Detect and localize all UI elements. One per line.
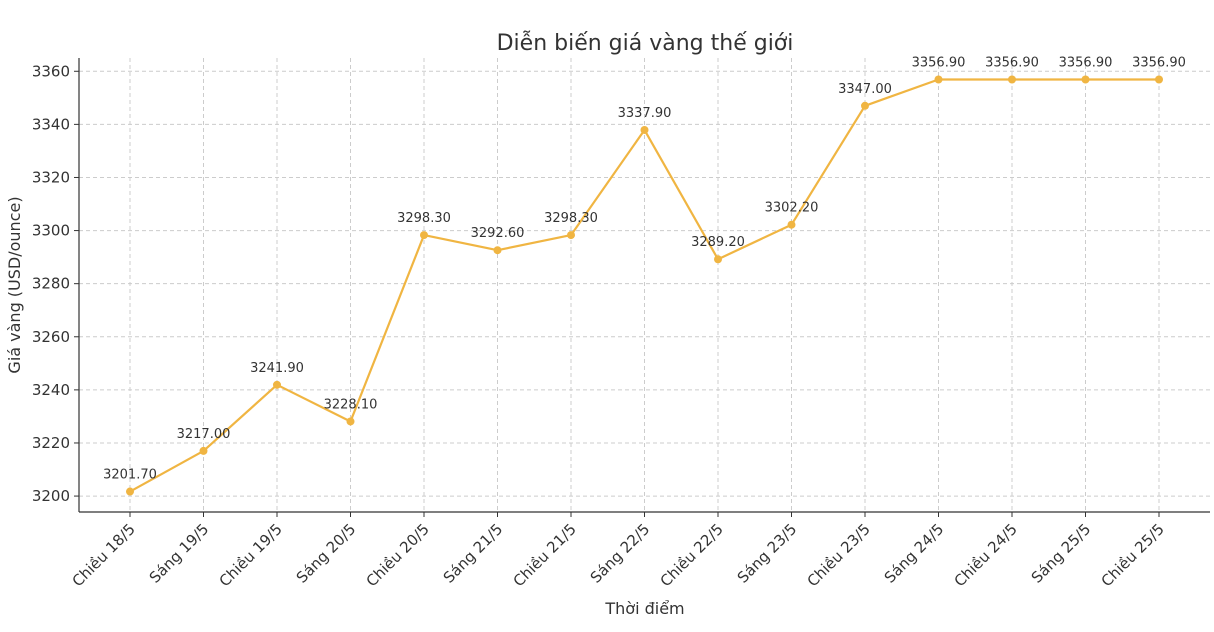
- series: [126, 75, 1163, 496]
- data-label: 3217.00: [177, 427, 231, 442]
- data-label: 3356.90: [1059, 56, 1113, 71]
- data-label: 3241.90: [250, 361, 304, 376]
- chart-title: Diễn biến giá vàng thế giới: [497, 30, 794, 56]
- data-point: [1008, 75, 1016, 84]
- x-axis-ticks: Chiều 18/5 Sáng 19/5 Chiều 19/5 Sáng 20/5 Ch…: [69, 512, 1168, 590]
- data-point: [1081, 75, 1090, 84]
- y-axis-ticks: 3200 3220 3240 3260 3280 3300 3320 3340 3360: [32, 62, 79, 505]
- data-label: 3302.20: [765, 201, 819, 216]
- x-tick-label: Chiều 19/5: [216, 520, 286, 590]
- data-point: [126, 487, 134, 496]
- x-tick-label: Chiều 22/5: [657, 520, 727, 590]
- y-tick-label: 3220: [32, 434, 70, 452]
- data-point: [934, 75, 943, 84]
- data-point: [861, 101, 869, 110]
- data-point: [420, 231, 428, 240]
- y-tick-label: 3300: [32, 222, 70, 240]
- data-point: [493, 246, 502, 255]
- grid: [79, 58, 1210, 512]
- y-tick-label: 3340: [32, 115, 70, 133]
- x-tick-label: Chiều 23/5: [804, 520, 874, 590]
- data-labels: 3201.70 3217.00 3241.90 3228.10 3298.30 3292.…: [103, 56, 1186, 483]
- y-tick-label: 3240: [32, 381, 70, 399]
- data-point: [640, 125, 649, 134]
- y-tick-label: 3280: [32, 275, 70, 293]
- data-label: 3356.90: [1132, 56, 1186, 71]
- data-label: 3201.70: [103, 468, 157, 483]
- y-tick-label: 3260: [32, 328, 70, 346]
- x-tick-label: Sáng 20/5: [293, 520, 360, 587]
- data-point: [714, 255, 722, 264]
- data-point: [567, 231, 575, 240]
- data-label: 3298.30: [397, 211, 451, 226]
- data-point: [787, 220, 796, 229]
- data-label: 3356.90: [912, 56, 966, 71]
- x-tick-label: Sáng 24/5: [881, 520, 948, 587]
- data-point: [346, 417, 355, 426]
- x-tick-label: Sáng 22/5: [587, 520, 654, 587]
- data-label: 3292.60: [471, 226, 525, 241]
- data-label: 3337.90: [618, 106, 672, 121]
- y-axis-label: Giá vàng (USD/ounce): [5, 196, 24, 373]
- data-point: [1155, 75, 1163, 84]
- x-tick-label: Sáng 23/5: [734, 520, 801, 587]
- x-tick-label: Chiều 24/5: [951, 520, 1021, 590]
- data-label: 3356.90: [985, 56, 1039, 71]
- y-tick-label: 3360: [32, 62, 70, 80]
- x-tick-label: Sáng 25/5: [1028, 520, 1095, 587]
- y-tick-label: 3200: [32, 487, 70, 505]
- data-label: 3298.30: [544, 211, 598, 226]
- data-point: [273, 380, 281, 389]
- data-label: 3347.00: [838, 82, 892, 97]
- x-axis-label: Thời điểm: [604, 599, 684, 618]
- x-tick-label: Chiều 18/5: [69, 520, 139, 590]
- data-point: [199, 446, 208, 455]
- data-label: 3289.20: [691, 235, 745, 250]
- x-tick-label: Chiều 21/5: [510, 520, 580, 590]
- x-tick-label: Chiều 25/5: [1098, 520, 1168, 590]
- x-tick-label: Chiều 20/5: [363, 520, 433, 590]
- data-label: 3228.10: [324, 397, 378, 412]
- y-tick-label: 3320: [32, 168, 70, 186]
- x-tick-label: Sáng 19/5: [146, 520, 213, 587]
- x-tick-label: Sáng 21/5: [440, 520, 507, 587]
